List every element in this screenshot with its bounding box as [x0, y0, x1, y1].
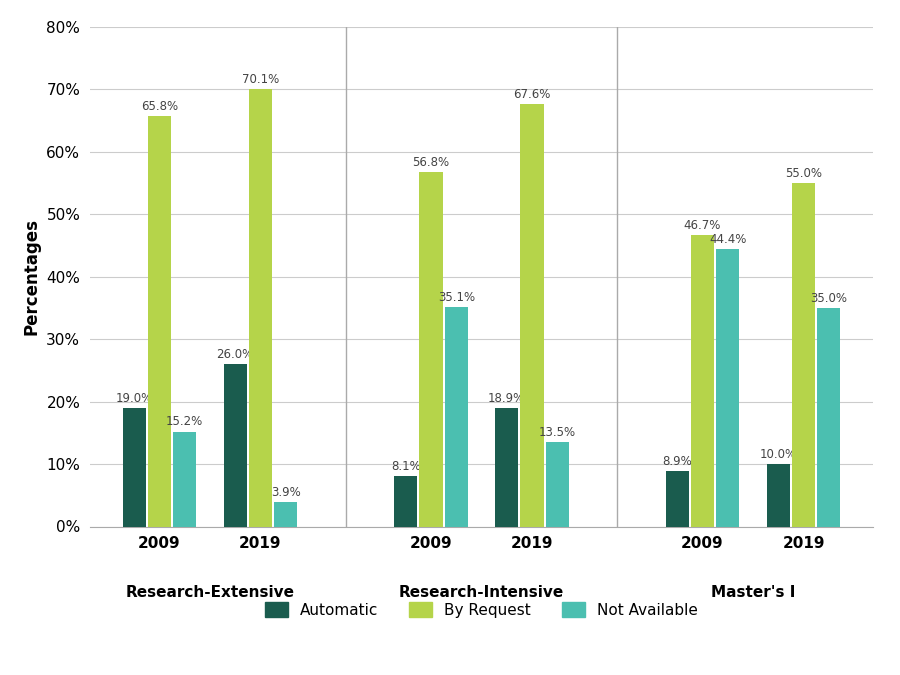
Text: 65.8%: 65.8%	[141, 99, 178, 113]
Text: 35.0%: 35.0%	[810, 292, 847, 305]
Text: 18.9%: 18.9%	[488, 392, 526, 406]
Bar	[445, 307, 468, 526]
Bar	[223, 364, 247, 526]
Text: 26.0%: 26.0%	[217, 348, 254, 361]
Bar	[419, 172, 443, 526]
Bar	[173, 431, 196, 526]
Bar	[545, 442, 569, 526]
Bar	[767, 464, 790, 526]
Text: 13.5%: 13.5%	[539, 426, 576, 439]
Text: 56.8%: 56.8%	[412, 156, 449, 169]
Bar	[495, 408, 518, 526]
Bar	[520, 105, 544, 526]
Bar	[249, 89, 272, 526]
Bar	[691, 235, 714, 526]
Bar	[394, 476, 418, 526]
Bar	[148, 115, 171, 526]
Text: 46.7%: 46.7%	[684, 219, 721, 232]
Bar	[274, 502, 297, 526]
Bar	[122, 408, 146, 526]
Text: 8.1%: 8.1%	[391, 460, 420, 472]
Text: 8.9%: 8.9%	[662, 455, 692, 468]
Text: Research-Extensive: Research-Extensive	[125, 585, 294, 600]
Text: 3.9%: 3.9%	[271, 486, 301, 499]
Bar	[792, 183, 815, 526]
Text: 19.0%: 19.0%	[115, 392, 153, 405]
Text: 55.0%: 55.0%	[785, 167, 822, 180]
Text: 15.2%: 15.2%	[166, 416, 203, 429]
Text: 67.6%: 67.6%	[513, 88, 551, 101]
Bar	[666, 471, 688, 526]
Bar	[817, 308, 841, 526]
Y-axis label: Percentages: Percentages	[22, 218, 40, 335]
Bar	[716, 249, 740, 526]
Legend: Automatic, By Request, Not Available: Automatic, By Request, Not Available	[259, 595, 704, 624]
Text: Master's I: Master's I	[711, 585, 796, 600]
Text: 35.1%: 35.1%	[437, 291, 475, 304]
Text: 10.0%: 10.0%	[760, 448, 796, 461]
Text: 70.1%: 70.1%	[242, 73, 279, 86]
Text: Research-Intensive: Research-Intensive	[399, 585, 564, 600]
Text: 44.4%: 44.4%	[709, 233, 746, 246]
